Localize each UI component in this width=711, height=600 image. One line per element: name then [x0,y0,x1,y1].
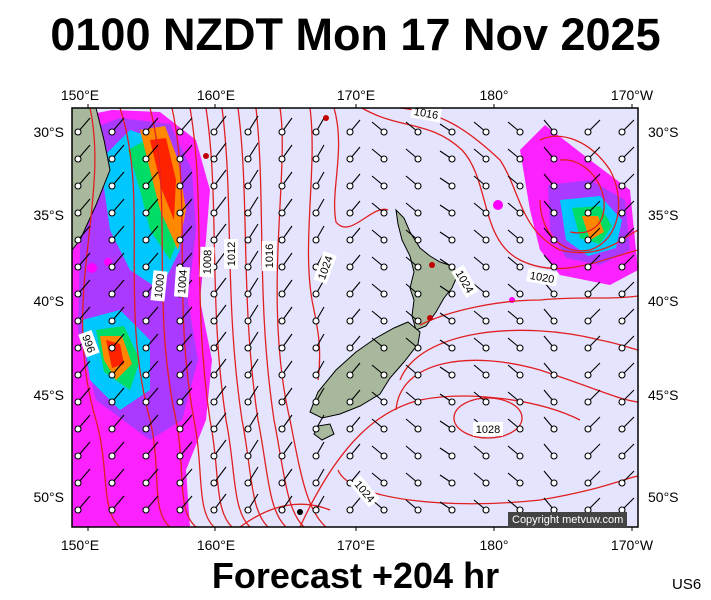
map-frame [71,107,639,528]
lat-label: 45°S [648,387,679,403]
lat-label: 35°S [33,207,64,223]
wind-barbs [74,115,635,514]
latitude-labels-right: 30°S 35°S 40°S 45°S 50°S [648,124,679,505]
isobar-labels: 1016 1008 1012 1016 1004 1000 996 1020 1… [78,103,559,508]
lon-label: 180° [480,537,509,553]
lon-label: 170°W [611,87,654,103]
isobar-label: 1020 [529,270,555,286]
isobar-label: 996 [79,333,97,354]
lon-label: 150°E [61,537,99,553]
lon-label: 150°E [61,87,99,103]
isobar-label: 1028 [476,424,500,436]
lat-label: 50°S [648,489,679,505]
region-code: US6 [672,576,702,593]
longitude-labels-top: 150°E 160°E 170°E 180° 170°W [61,87,654,103]
lat-label: 30°S [648,124,679,140]
isobar-label: 1004 [176,269,190,294]
copyright-notice: Copyright metvuw.com [508,512,628,528]
lat-label: 35°S [648,207,679,223]
isobar-label: 1012 [226,242,238,266]
lon-label: 170°E [337,537,375,553]
isobar-label: 1016 [413,106,439,122]
lon-label: 160°E [197,537,235,553]
isobar-label: 1000 [153,273,167,299]
map-title: 0100 NZDT Mon 17 Nov 2025 [50,9,661,60]
lon-label: 180° [480,87,509,103]
lat-label: 50°S [33,489,64,505]
isobar-label: 1008 [202,250,215,275]
rain-cell-east [520,125,638,285]
longitude-labels-bottom: 150°E 160°E 170°E 180° 170°W [61,537,654,553]
lat-label: 30°S [33,124,64,140]
lat-label: 45°S [33,387,64,403]
lon-label: 160°E [197,87,235,103]
lat-label: 40°S [648,293,679,309]
australia-coast [72,108,111,251]
forecast-hour: Forecast +204 hr [211,555,500,596]
latitude-labels-left: 30°S 35°S 40°S 45°S 50°S [33,124,64,505]
lon-label: 170°W [611,537,654,553]
isobar-label: 1016 [264,244,276,268]
lon-label: 170°E [337,87,375,103]
lat-label: 40°S [33,293,64,309]
